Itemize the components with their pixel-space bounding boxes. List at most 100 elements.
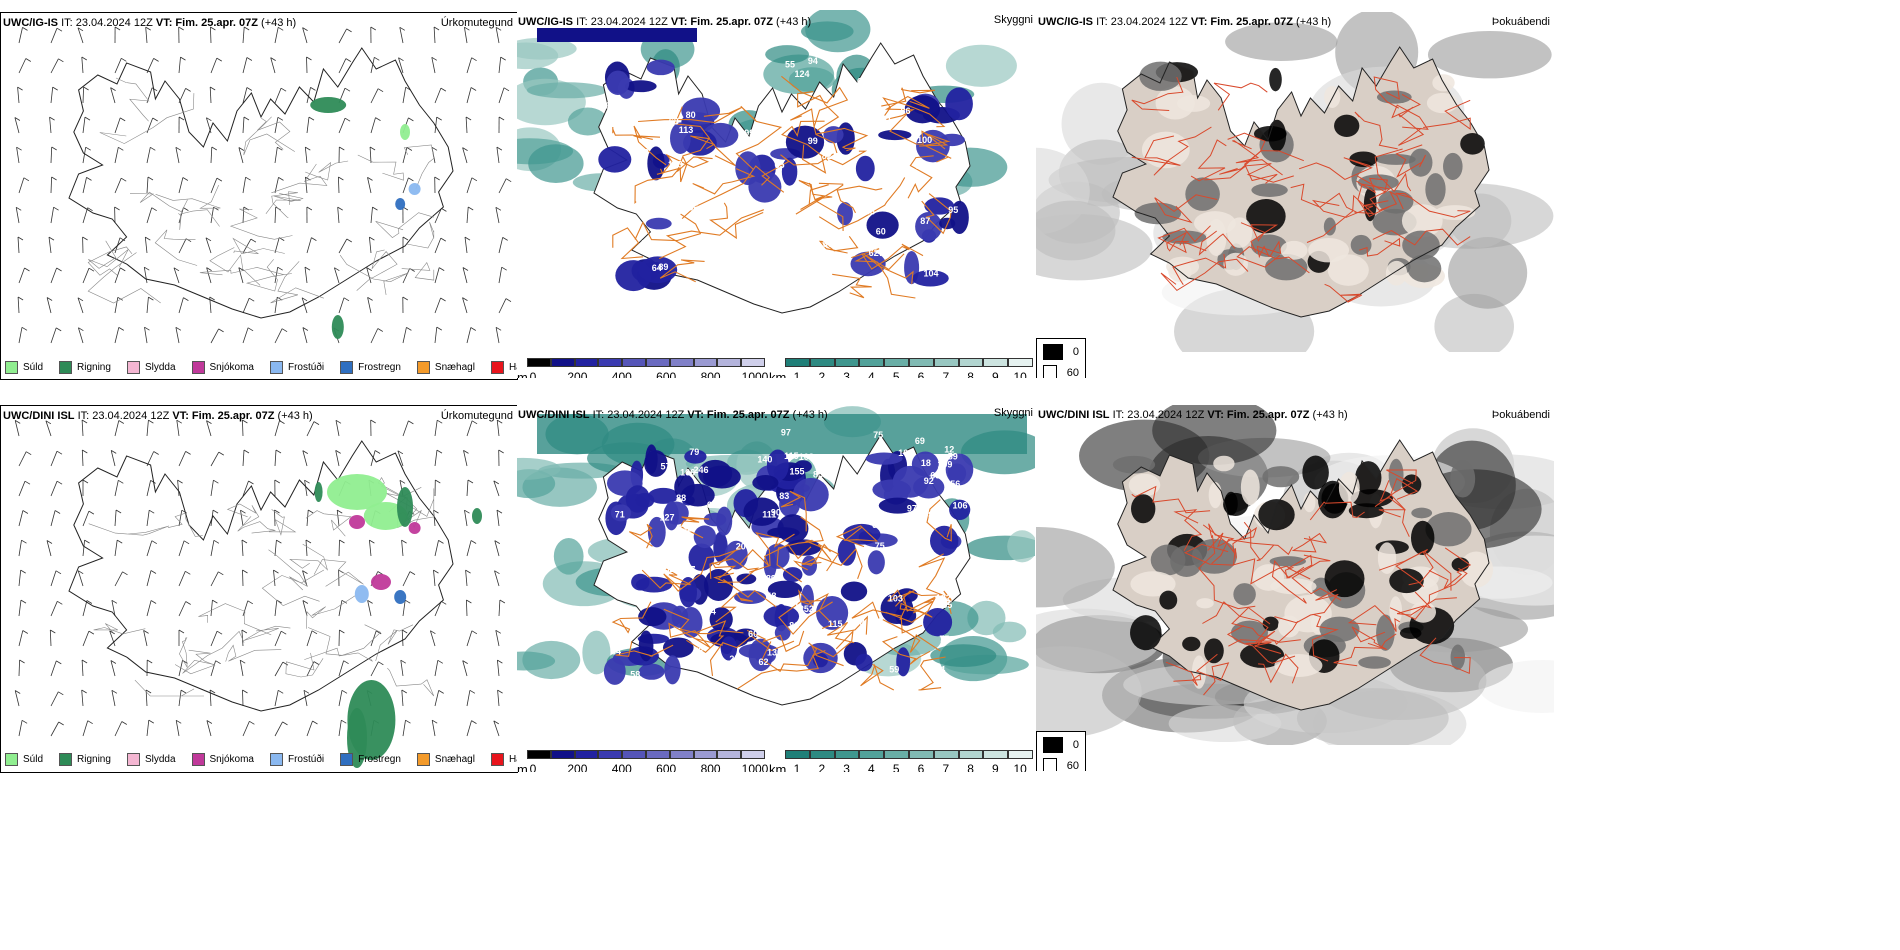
iceland-map-precip-top (14, 26, 512, 344)
iceland-map-fog-top (1036, 12, 1554, 352)
colorbar-segment (785, 358, 810, 367)
panel-variable-label: Skyggni (993, 14, 1033, 26)
legend-item: Slydda (126, 360, 176, 374)
fog-legend-label: 60 (1066, 760, 1079, 771)
colorbar-segment (909, 750, 934, 759)
panel-title: UWC/DINI ISL IT: 23.04.2024 12Z VT: Fim.… (1038, 409, 1348, 421)
visibility-value-label: 90 (771, 508, 781, 518)
visibility-value-label: 56 (950, 479, 960, 489)
visibility-value-label: 232 (677, 524, 692, 534)
panel-visibility-top: 99 95 86 89 85 100 56 72 113 97 57 55 69 80 135 67 62 64 6… (517, 10, 1035, 378)
colorbar-segment (983, 358, 1009, 367)
legend-item: Frostúði (269, 752, 324, 766)
fog-legend-label: 0 (1072, 739, 1079, 751)
legend-swatch (5, 360, 18, 374)
colorbar-segment (741, 750, 765, 759)
legend-swatch (490, 752, 504, 766)
colorbar-segment (550, 358, 575, 367)
colorbar-tick-label: 0 (529, 762, 537, 772)
colorbar-segment (574, 750, 599, 759)
legend-item: Slydda (126, 752, 176, 766)
visibility-value-label: 85 (742, 83, 752, 93)
legend-swatch (490, 360, 504, 374)
visibility-value-label: 199 (937, 460, 952, 470)
colorbar-tick-label: 1000 (741, 762, 769, 772)
visibility-value-label: 47 (640, 239, 650, 249)
legend-swatch (5, 752, 18, 766)
visibility-value-label: 113 (668, 159, 683, 169)
panel-variable-label: Þokuábendi (1491, 16, 1550, 28)
legend-label: Frostregn (358, 361, 401, 373)
visibility-value-label: 57 (661, 462, 671, 472)
legend-swatch (340, 360, 354, 374)
visibility-m-colorbar: m 0 200 400 600 800 1000 (517, 750, 769, 772)
legend-item: Haglél (490, 360, 517, 374)
legend-swatch (59, 752, 73, 766)
visibility-value-label: 72 (693, 646, 703, 656)
panel-fog-index-bottom: UWC/DINI ISL IT: 23.04.2024 12Z VT: Fim.… (1036, 405, 1554, 771)
colorbar-segment (834, 750, 860, 759)
colorbar-segment (884, 358, 909, 367)
colorbar-tick-label: 9 (992, 370, 999, 378)
visibility-value-label: 955 (937, 600, 952, 610)
colorbar-tick-label: 600 (656, 370, 677, 378)
visibility-value-label: 155 (790, 466, 805, 476)
visibility-value-label: 69 (857, 77, 867, 87)
visibility-value-label: 79 (689, 447, 699, 457)
panel-variable-label: Skyggni (993, 407, 1033, 419)
legend-item: Snæhagl (416, 752, 475, 766)
visibility-value-label: 91 (882, 115, 892, 125)
colorbar-segment (717, 750, 742, 759)
colorbar-segment (983, 750, 1009, 759)
legend-swatch (191, 752, 205, 766)
legend-item: Snæhagl (416, 360, 475, 374)
legend-item: Súld (5, 360, 43, 374)
visibility-value-label: 97 (907, 503, 917, 513)
colorbar-segment (646, 358, 670, 367)
visibility-value-label: 86 (789, 621, 799, 631)
visibility-value-label: 104 (701, 606, 716, 616)
colorbar-segment (859, 750, 885, 759)
legend-label: Slydda (144, 753, 176, 765)
legend-label: Súld (23, 753, 44, 765)
panel-variable-label: Úrkomutegund (440, 410, 513, 422)
colorbar-tick-label: 400 (611, 762, 632, 772)
visibility-value-label: 92 (924, 476, 934, 486)
legend-swatch (126, 360, 140, 374)
legend-item: Snjókoma (191, 360, 254, 374)
legend-label: Rigning (77, 753, 111, 765)
legend-swatch (416, 752, 430, 766)
colorbar-segment (598, 358, 623, 367)
legend-swatch (59, 360, 73, 374)
colorbar-segment (834, 358, 860, 367)
fog-legend-item: 0 (1043, 344, 1079, 360)
visibility-value-label: 97 (790, 597, 800, 607)
legend-item: Rigning (59, 752, 111, 766)
colorbar-segment (669, 750, 694, 759)
visibility-value-label: 104 (617, 43, 632, 53)
colorbar-segment (958, 750, 984, 759)
colorbar-segment (859, 358, 885, 367)
panel-title: UWC/IG-IS IT: 23.04.2024 12Z VT: Fim. 25… (518, 16, 812, 28)
legend-swatch (269, 360, 283, 374)
visibility-value-label: 12 (944, 445, 954, 455)
legend-label: Frostúði (287, 361, 325, 373)
visibility-value-label: 62 (759, 657, 769, 667)
colorbar-segment (809, 750, 835, 759)
fog-legend-swatch (1043, 737, 1063, 753)
visibility-value-label: 64 (611, 647, 621, 657)
colorbar-unit: km (769, 370, 787, 378)
colorbar-segment (809, 358, 835, 367)
legend-label: Frostregn (358, 753, 401, 765)
colorbar-tick-label: 4 (868, 370, 875, 378)
visibility-value-label: 108 (799, 452, 814, 462)
legend-label: Snæhagl (434, 361, 475, 373)
visibility-value-label: 11 (638, 151, 648, 161)
colorbar-tick-label: 6 (917, 762, 925, 772)
visibility-value-label: 115 (784, 451, 799, 461)
visibility-value-label: 62 (639, 147, 649, 157)
visibility-value-label: 161 (835, 497, 850, 507)
colorbar-segment (693, 358, 718, 367)
visibility-value-label: 86 (928, 510, 938, 520)
colorbar-tick-label: 10 (1013, 370, 1027, 378)
